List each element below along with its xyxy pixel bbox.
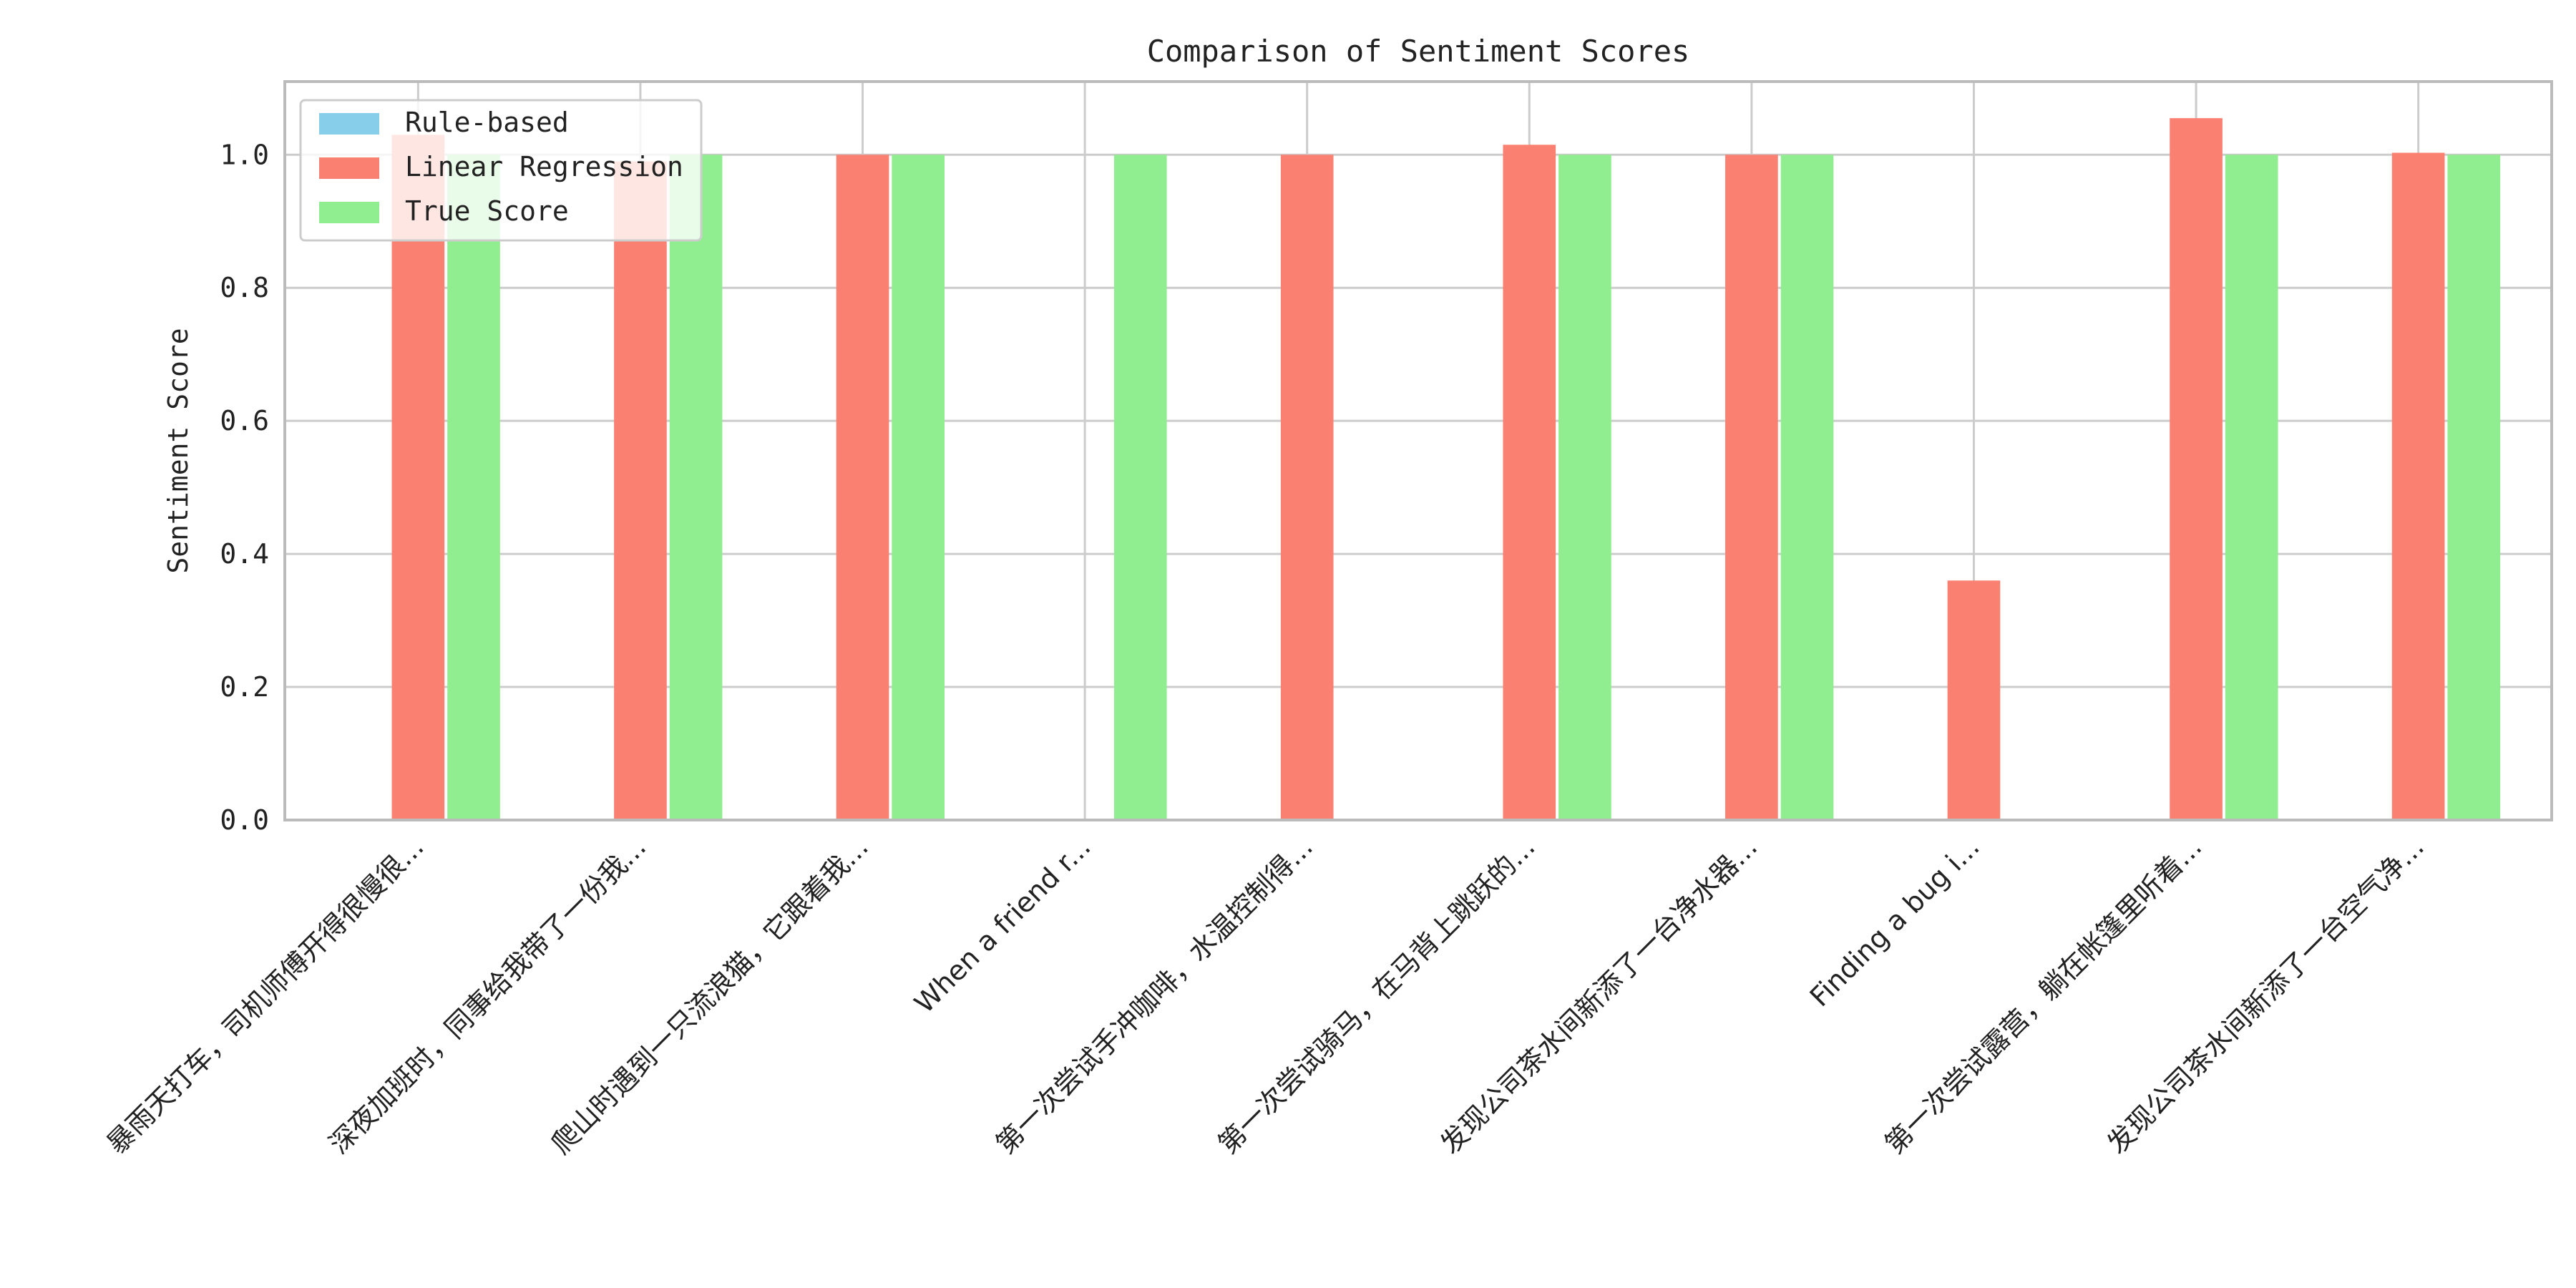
y-tick-label: 0.8	[220, 272, 269, 303]
y-tick-label: 0.6	[220, 405, 269, 436]
bar-linear-regression	[1725, 155, 1778, 820]
bar-linear-regression	[1947, 580, 2001, 820]
bar-true-score	[669, 155, 723, 820]
bar-true-score	[2447, 155, 2501, 820]
bar-linear-regression	[1503, 145, 1556, 820]
bar-true-score	[2225, 155, 2278, 820]
x-tick-label: Finding a bug i...	[1804, 831, 1986, 1013]
legend-label: Rule-based	[405, 107, 569, 138]
y-tick-label: 1.0	[220, 139, 269, 170]
x-tick-label: When a friend r...	[908, 831, 1096, 1019]
x-ticks: 暴雨天打车，司机师傅开得很慢很...深夜加班时，同事给我带了一份我...爬山时遇…	[101, 831, 2430, 1160]
y-tick-label: 0.4	[220, 538, 269, 570]
plot-frame	[283, 80, 2553, 821]
chart-title: Comparison of Sentiment Scores	[1147, 34, 1690, 69]
legend-box	[299, 99, 703, 242]
bar-linear-regression	[1280, 155, 1334, 820]
legend: Rule-based Linear Regression True Score	[299, 99, 703, 242]
bar-true-score	[1780, 155, 1834, 820]
bar-linear-regression	[836, 155, 889, 820]
legend-swatch	[319, 202, 379, 223]
y-axis-label: Sentiment Score	[162, 328, 194, 573]
bar-true-score	[1113, 155, 1167, 820]
legend-swatch	[319, 157, 379, 179]
legend-label: Linear Regression	[405, 151, 683, 182]
y-ticks: 0.0 0.2 0.4 0.6 0.8 1.0	[220, 139, 269, 836]
legend-label: True Score	[405, 195, 569, 227]
bar-linear-regression	[391, 135, 445, 821]
bar-linear-regression	[614, 161, 667, 820]
bars	[391, 118, 2501, 821]
y-tick-label: 0.0	[220, 804, 269, 836]
y-tick-label: 0.2	[220, 671, 269, 703]
bar-true-score	[892, 155, 945, 820]
bar-true-score	[1558, 155, 1611, 820]
legend-swatch	[319, 113, 379, 135]
bar-linear-regression	[2170, 118, 2223, 820]
bar-linear-regression	[2391, 152, 2445, 820]
bar-true-score	[447, 155, 500, 820]
